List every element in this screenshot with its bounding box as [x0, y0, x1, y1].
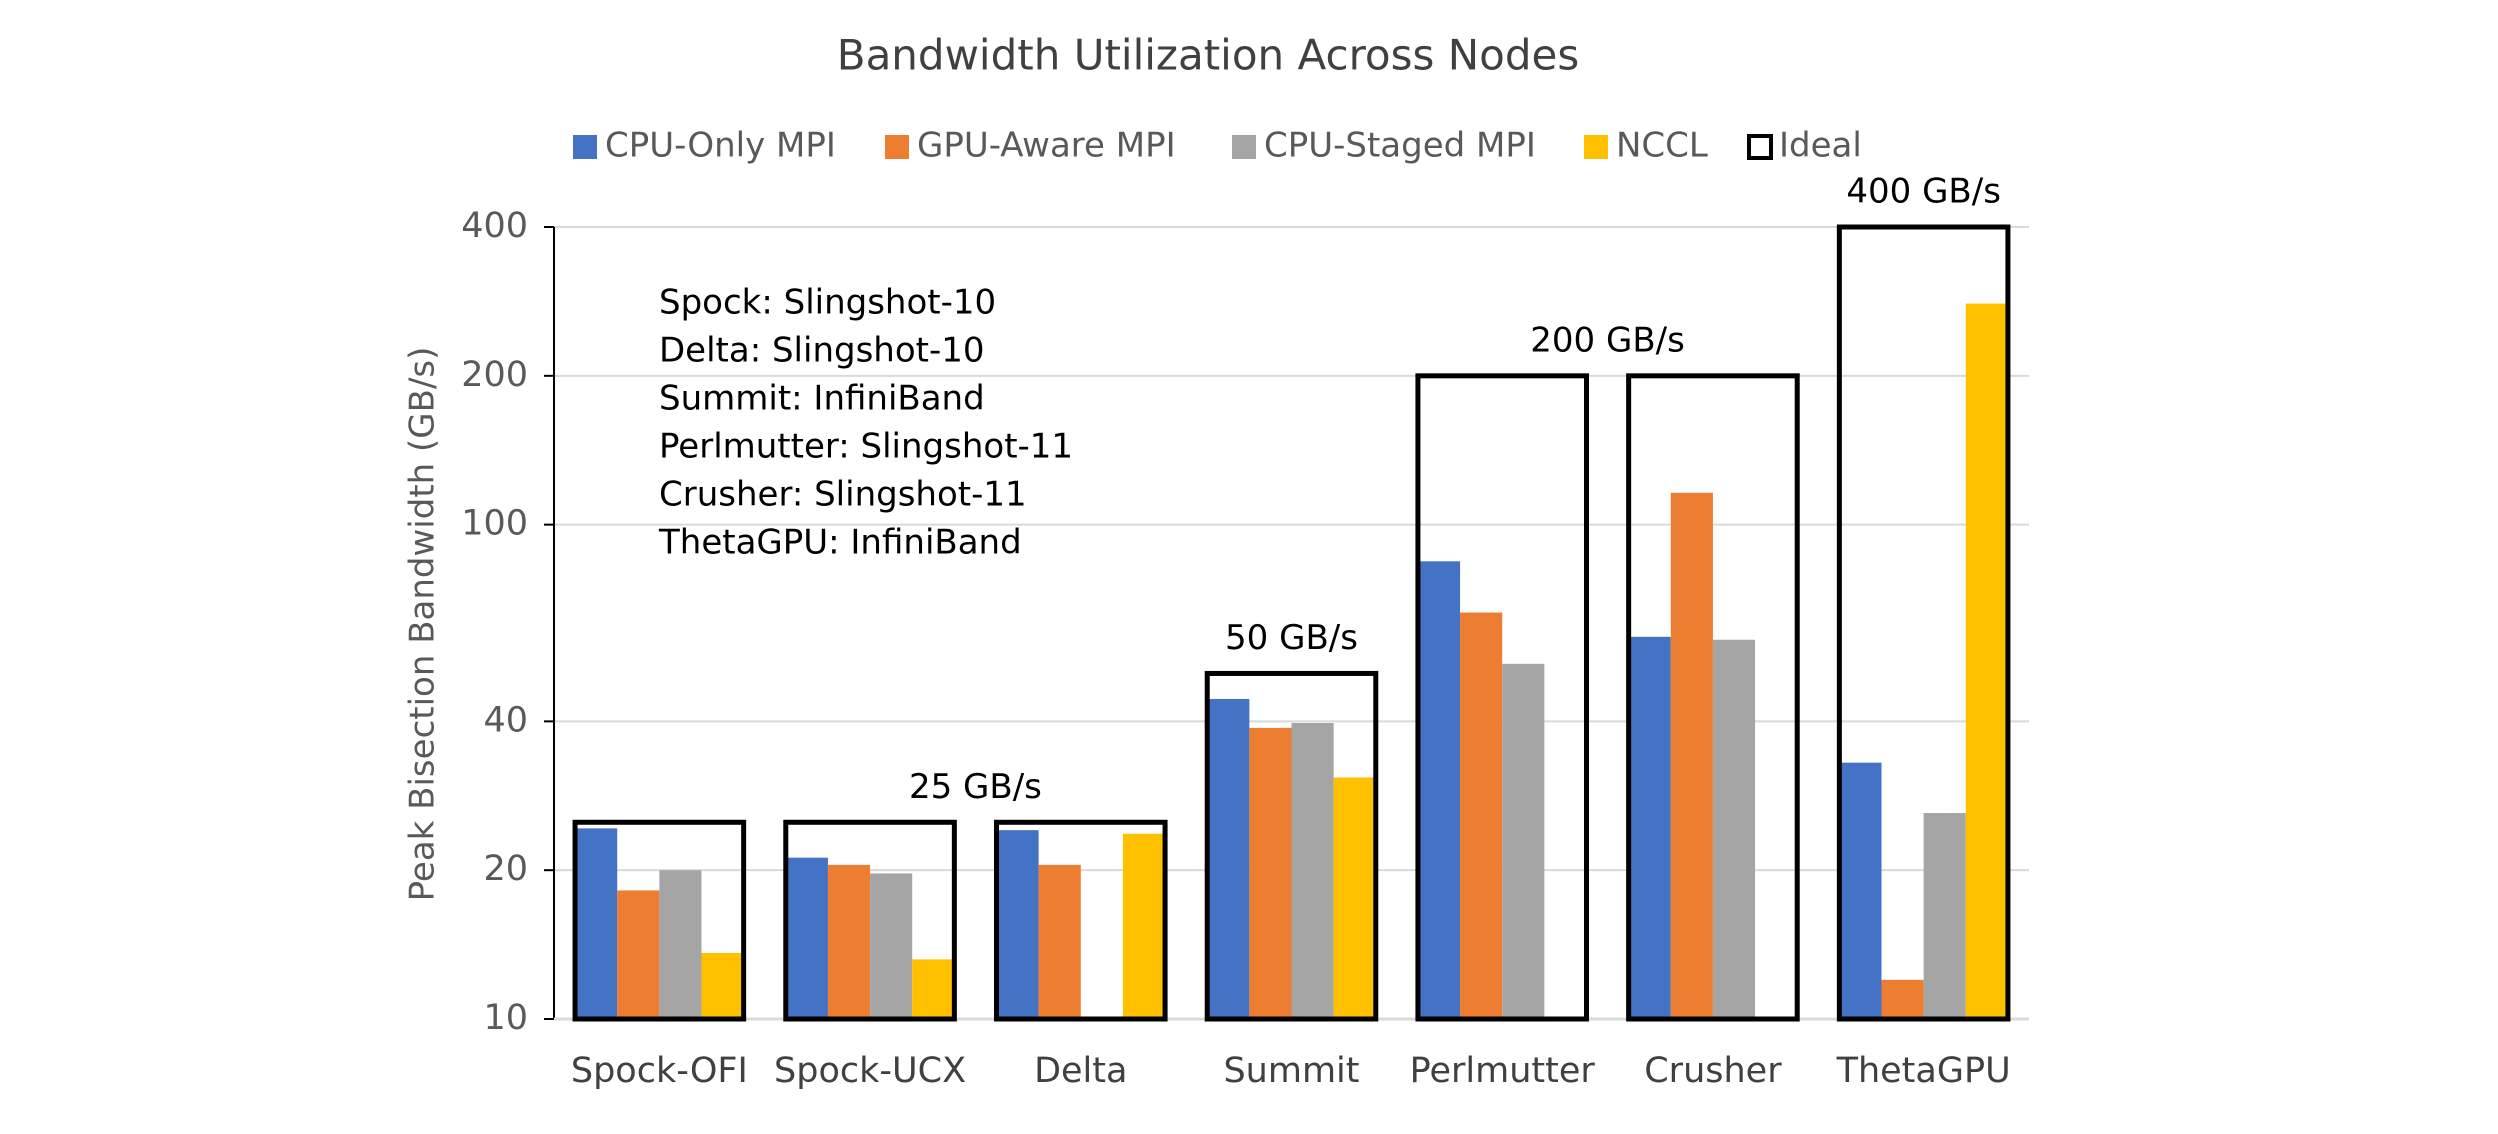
legend-label: Ideal [1779, 126, 1862, 166]
ideal-box [1204, 670, 1379, 1022]
annotation: Summit: InfiniBand [659, 379, 985, 419]
annotation: Perlmutter: Slingshot-11 [659, 427, 1073, 467]
bar [1249, 727, 1292, 1019]
value-label: 400 GB/s [1846, 172, 2001, 212]
y-tick-label: 100 [461, 504, 528, 544]
bar [827, 864, 871, 1019]
annotation: Crusher: Slingshot-11 [659, 475, 1027, 515]
y-tick-label: 10 [483, 998, 528, 1038]
ideal-box [1626, 373, 1800, 1022]
value-label: 50 GB/s [1225, 618, 1358, 658]
annotation: ThetaGPU: InfiniBand [658, 523, 1022, 563]
x-tick-label: ThetaGPU [1836, 1051, 2011, 1091]
bar [870, 873, 913, 1019]
legend-label: CPU-Staged MPI [1264, 126, 1536, 166]
bar [701, 952, 744, 1019]
bar [1839, 762, 1882, 1019]
bar [659, 870, 702, 1019]
x-tick-label: Spock-UCX [774, 1051, 966, 1091]
chart-title: Bandwidth Utilization Across Nodes [837, 31, 1580, 80]
legend-label: GPU-Aware MPI [917, 126, 1176, 166]
bar [1628, 636, 1671, 1019]
bar [1881, 979, 1924, 1019]
bar [1333, 777, 1376, 1019]
ideal-box [1836, 224, 2011, 1022]
bar [912, 959, 955, 1019]
y-tick-label: 400 [461, 206, 528, 246]
legend-swatch [885, 135, 909, 159]
x-tick-label: Delta [1034, 1051, 1127, 1091]
bar [785, 857, 828, 1019]
legend-swatch [1584, 135, 1608, 159]
legend-swatch [1232, 135, 1256, 159]
legend-label: NCCL [1616, 126, 1708, 166]
ideal-box [1415, 373, 1590, 1022]
value-label: 25 GB/s [909, 767, 1042, 807]
bar [996, 830, 1039, 1019]
bar [1923, 813, 1966, 1019]
x-tick-label: Perlmutter [1410, 1051, 1596, 1091]
x-tick-label: Crusher [1644, 1051, 1782, 1091]
bar [575, 828, 618, 1019]
x-tick-label: Summit [1223, 1051, 1359, 1091]
x-tick-label: Spock-OFI [571, 1051, 748, 1091]
legend-label: CPU-Only MPI [605, 126, 836, 166]
y-tick-label: 20 [483, 849, 528, 889]
annotation: Delta: Slingshot-10 [659, 331, 985, 371]
bar [1122, 833, 1166, 1019]
value-label: 200 GB/s [1530, 320, 1685, 360]
ideal-box [572, 819, 747, 1022]
bar [617, 890, 660, 1019]
bar [1417, 561, 1461, 1019]
bar [1712, 639, 1756, 1019]
bar [1965, 303, 2008, 1019]
bar [1670, 492, 1713, 1019]
bar [1291, 722, 1334, 1019]
bar [1038, 864, 1081, 1019]
bar [1207, 698, 1250, 1019]
y-tick-label: 200 [461, 355, 528, 395]
ideal-box [783, 819, 957, 1022]
y-axis-label: Peak Bisection Bandwidth (GB/s) [403, 347, 443, 902]
bar [1460, 612, 1503, 1019]
legend-swatch [1747, 134, 1773, 160]
y-tick-label: 40 [483, 700, 528, 740]
annotation: Spock: Slingshot-10 [659, 283, 996, 323]
bar [1502, 663, 1545, 1019]
legend-swatch [573, 135, 597, 159]
ideal-box [994, 819, 1168, 1022]
